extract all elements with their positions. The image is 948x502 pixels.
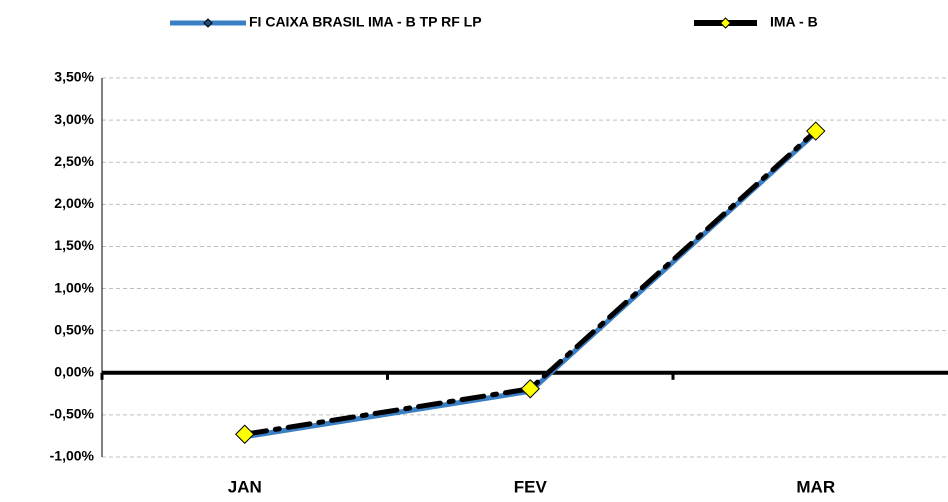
y-tick-label: 1,00% — [54, 279, 94, 295]
y-tick-label: 2,50% — [54, 153, 94, 169]
y-tick-label: 2,00% — [54, 195, 94, 211]
y-tick-label: 3,00% — [54, 111, 94, 127]
legend-label: IMA - B — [770, 14, 818, 30]
legend-label: FI CAIXA BRASIL IMA - B TP RF LP — [249, 14, 482, 30]
series-marker — [806, 121, 826, 141]
legend-marker — [203, 18, 213, 28]
series-marker — [520, 379, 540, 399]
series-marker — [235, 424, 255, 444]
x-tick-label: JAN — [228, 477, 262, 496]
y-tick-label: 0,50% — [54, 321, 94, 337]
x-tick-label: FEV — [514, 477, 548, 496]
legend-marker — [719, 17, 732, 29]
y-tick-label: -0,50% — [50, 406, 95, 422]
y-tick-label: 0,00% — [54, 363, 94, 379]
x-tick-label: MAR — [796, 477, 835, 496]
y-tick-label: 3,50% — [54, 69, 94, 85]
y-tick-label: -1,00% — [50, 448, 95, 464]
series-line — [242, 128, 819, 437]
y-tick-label: 1,50% — [54, 237, 94, 253]
